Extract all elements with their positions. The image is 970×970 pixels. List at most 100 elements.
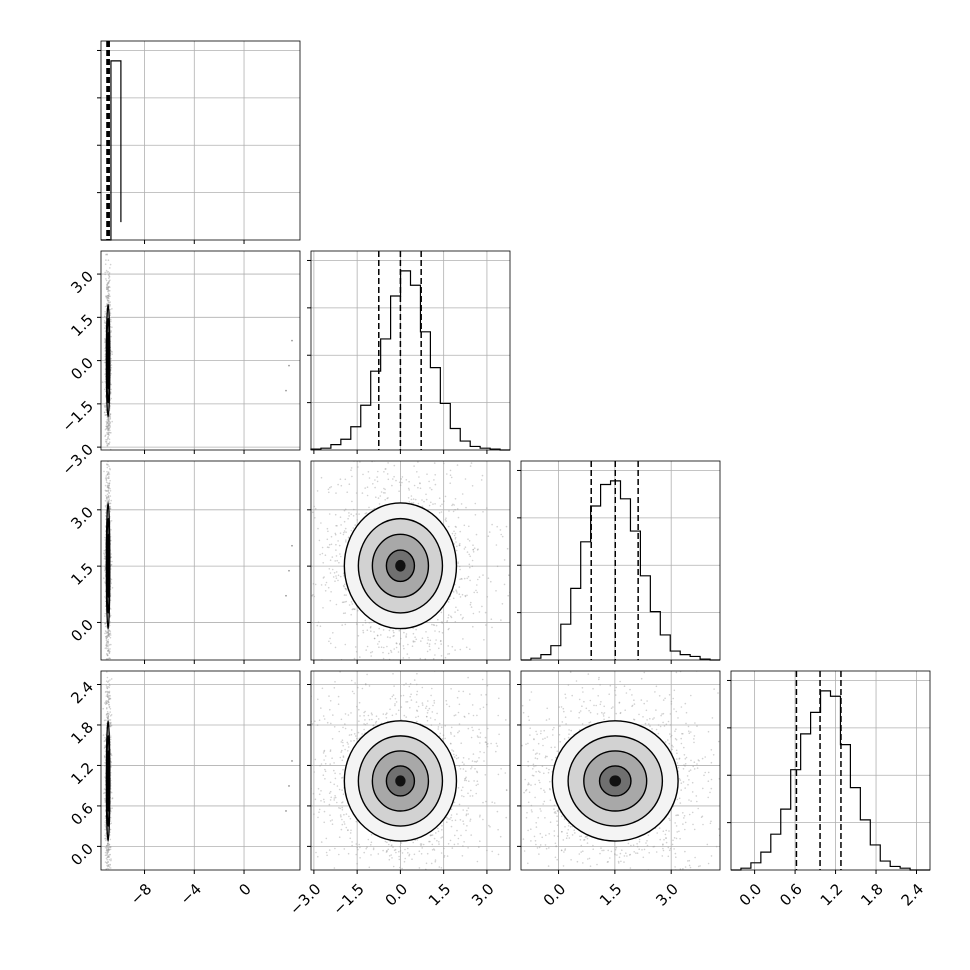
scatter-point [479, 742, 481, 744]
scatter-point [104, 327, 106, 329]
scatter-point [384, 870, 386, 872]
scatter-point [109, 620, 111, 623]
scatter-point [108, 503, 111, 505]
scatter-point [103, 558, 106, 560]
scatter-point [107, 634, 110, 636]
scatter-point [463, 795, 465, 798]
scatter-point [370, 712, 373, 714]
scatter-point [339, 814, 342, 816]
scatter-point [454, 532, 457, 535]
scatter-point [410, 907, 412, 909]
scatter-point [107, 844, 110, 847]
scatter-point [438, 647, 440, 650]
scatter-point [107, 667, 109, 669]
scatter-point [329, 763, 332, 765]
scatter-point [423, 666, 425, 668]
scatter-point [106, 284, 108, 287]
scatter-point [324, 590, 327, 592]
scatter-point [335, 577, 338, 579]
scatter-point [106, 717, 109, 719]
scatter-point [340, 828, 343, 831]
scatter-point [404, 857, 407, 860]
scatter-point [108, 843, 111, 846]
scatter-point [455, 757, 458, 760]
scatter-point [391, 655, 393, 657]
scatter-point [107, 667, 109, 669]
scatter-point [106, 713, 109, 715]
scatter-point [105, 839, 107, 842]
scatter-point [391, 714, 394, 717]
scatter-point [438, 497, 441, 500]
scatter-point [110, 350, 113, 353]
scatter-point [107, 500, 110, 503]
scatter-point [105, 278, 107, 280]
scatter-point [309, 598, 311, 600]
scatter-point [107, 846, 109, 849]
scatter-point [454, 498, 457, 500]
scatter-point [336, 801, 338, 804]
scatter-point [447, 454, 449, 456]
scatter-point [344, 723, 346, 725]
scatter-point [456, 592, 458, 594]
scatter-point [107, 715, 110, 717]
scatter-point [106, 427, 109, 429]
scatter-point [107, 417, 109, 419]
scatter-point [103, 788, 106, 790]
scatter-point [395, 664, 397, 666]
scatter-point [402, 645, 405, 647]
scatter-point [330, 535, 333, 538]
scatter-point [384, 488, 386, 491]
contour-line [371, 533, 430, 598]
scatter-point [324, 770, 327, 773]
scatter-point [334, 777, 337, 780]
scatter-point [363, 723, 365, 725]
scatter-point [319, 553, 321, 556]
scatter-point [108, 280, 110, 282]
scatter-point [393, 475, 395, 478]
scatter-point [326, 854, 328, 857]
scatter-point [478, 846, 480, 848]
scatter-point [329, 700, 332, 702]
scatter-point [387, 497, 389, 499]
scatter-point [473, 547, 476, 549]
scatter-point [354, 524, 357, 526]
scatter-point [106, 299, 109, 301]
scatter-point [108, 847, 110, 849]
scatter-point [107, 418, 110, 421]
scatter-point [343, 585, 346, 588]
hist-panel-0 [97, 40, 301, 241]
scatter-point [447, 653, 449, 655]
scatter-point [459, 568, 461, 571]
scatter-point [296, 603, 298, 605]
scatter-point [110, 556, 112, 558]
scatter-point [337, 579, 339, 582]
scatter-point [110, 364, 113, 366]
scatter-point [450, 825, 453, 828]
scatter-point [451, 532, 454, 535]
scatter-point [107, 485, 109, 487]
scatter-point [366, 662, 368, 664]
scatter-point [399, 845, 402, 848]
scatter-point [107, 700, 110, 702]
scatter-point [518, 522, 520, 524]
scatter-point [104, 834, 106, 837]
scatter-point [403, 441, 405, 443]
scatter-point [471, 760, 474, 762]
scatter-point [103, 404, 106, 407]
scatter-point [106, 876, 108, 878]
scatter-point [345, 539, 347, 541]
scatter-point [346, 491, 349, 494]
scatter-point [107, 714, 109, 717]
scatter-point [460, 614, 462, 616]
pair-panel-1-0 [100, 250, 301, 451]
scatter-point [109, 422, 111, 424]
scatter-point [107, 633, 110, 636]
scatter-point [410, 699, 413, 701]
scatter-point [106, 716, 108, 718]
scatter-point [108, 482, 111, 485]
scatter-point [455, 606, 457, 609]
scatter-point [107, 658, 109, 660]
scatter-point [106, 442, 108, 445]
scatter-point [106, 844, 109, 846]
scatter-point [107, 649, 109, 652]
